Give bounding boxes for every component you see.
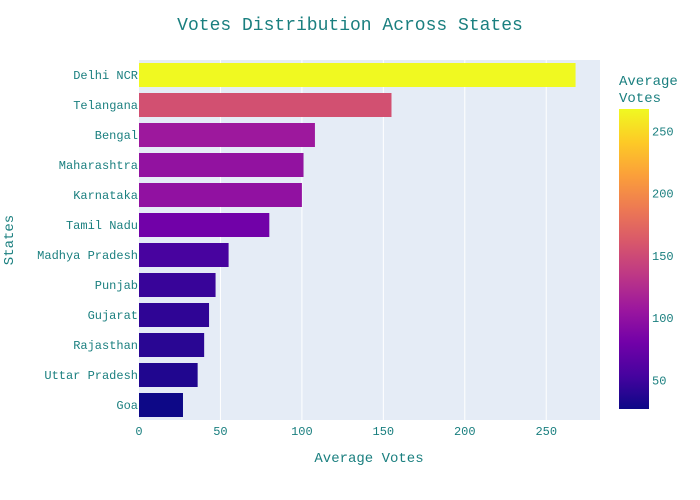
y-axis-title: States [2,215,18,265]
y-tick-label: Madhya Pradesh [37,249,138,263]
bar [139,183,302,207]
gridlines [219,60,547,420]
colorbar-tick-label: 200 [652,188,674,202]
bar [139,153,304,177]
bar [139,93,392,117]
y-tick-label: Karnataka [73,189,138,203]
bar [139,393,183,417]
bar [139,63,576,87]
bar [139,273,216,297]
y-tick-label: Bengal [95,129,138,143]
colorbar-ticks: 50 100 150 200 250 [652,125,674,388]
colorbar-tick-label: 50 [652,374,666,388]
bar [139,363,198,387]
bar [139,303,210,327]
x-axis-title: Average Votes [314,451,423,467]
colorbar-title-line1: Average [619,74,678,90]
y-tick-label: Gujarat [88,309,138,323]
y-tick-label: Rajasthan [73,339,138,353]
x-tick-label: 250 [535,425,557,439]
bars [139,63,576,417]
plot-area [139,60,600,420]
y-tick-label: Delhi NCR [73,69,138,83]
x-tick-label: 0 [135,425,142,439]
bar [139,123,315,147]
colorbar [619,109,649,409]
y-tick-label: Goa [116,399,138,413]
bar [139,333,205,357]
y-tick-labels: Goa Uttar Pradesh Rajasthan Gujarat Punjab Ma… [37,69,138,413]
y-tick-label: Maharashtra [59,159,138,173]
x-tick-label: 100 [291,425,313,439]
colorbar-tick-label: 100 [652,312,674,326]
y-tick-label: Telangana [73,99,138,113]
x-tick-label: 150 [373,425,395,439]
bar [139,243,229,267]
y-tick-label: Uttar Pradesh [44,369,138,383]
x-tick-label: 200 [454,425,476,439]
x-tick-label: 50 [213,425,227,439]
bar [139,213,270,237]
colorbar-title-line2: Votes [619,91,661,107]
y-tick-label: Tamil Nadu [66,219,138,233]
colorbar-tick-label: 250 [652,125,674,139]
x-tick-labels: 0 50 100 150 200 250 [135,425,557,439]
chart-title: Votes Distribution Across States [177,16,523,36]
y-tick-label: Punjab [95,279,138,293]
colorbar-tick-label: 150 [652,250,674,264]
